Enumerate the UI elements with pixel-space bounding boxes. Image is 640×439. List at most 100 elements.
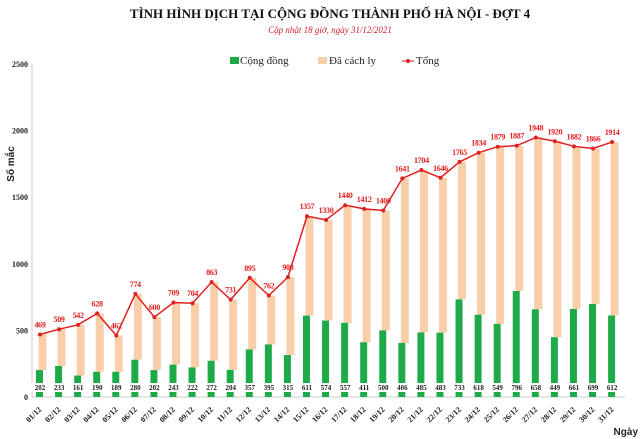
x-tick-label: 28/12 [539,405,558,424]
bar-da-cach-ly [210,282,219,361]
data-label-tong: 1948 [528,124,543,133]
marker-tong [400,176,405,181]
bar-da-cach-ly [572,146,581,309]
data-label-tong: 1704 [414,156,429,165]
data-label-tong: 1641 [395,164,410,173]
x-tick-label: 26/12 [501,405,520,424]
x-tick-label: 29/12 [558,405,577,424]
x-tick-label: 19/12 [367,405,386,424]
legend-swatch-da-cach-ly [318,57,327,64]
bar-cong-dong [207,360,215,397]
marker-tong [571,144,576,149]
bar-da-cach-ly [591,148,600,304]
bar-da-cach-ly [534,137,543,310]
bar-cong-dong [169,364,177,397]
data-label-bg [431,383,449,392]
x-tick-label: 16/12 [310,405,329,424]
bar-da-cach-ly [267,295,276,345]
bar-cong-dong [531,309,539,397]
marker-tong [438,175,443,180]
y-axis-label: Số mắc [4,146,17,182]
x-tick-label: 13/12 [253,405,272,424]
x-tick-label: 12/12 [234,405,253,424]
marker-tong [190,301,195,306]
marker-tong [476,150,481,155]
data-label-tong: 1330 [319,206,334,215]
marker-tong [152,315,157,320]
marker-tong [552,139,557,144]
y-tick-label: 2000 [12,127,28,136]
bar-da-cach-ly [114,335,123,372]
x-tick-label: 11/12 [215,405,234,424]
data-label-tong: 863 [206,268,217,277]
data-label-bg [297,383,315,392]
x-tick-label: 03/12 [62,405,81,424]
marker-tong [343,203,348,208]
data-label-cong-dong: 357 [245,384,256,392]
data-label-bg [183,383,201,392]
legend-label-da-cach-ly: Đã cách ly [329,55,377,67]
data-label-cong-dong: 204 [225,384,236,392]
marker-tong [304,214,309,219]
data-label-bg [336,383,354,392]
bar-cong-dong [512,290,520,397]
data-label-tong: 774 [130,280,141,289]
data-label-cong-dong: 449 [550,384,561,392]
data-label-cong-dong: 406 [397,384,408,392]
data-label-tong: 462 [111,321,122,330]
data-label-tong: 1882 [567,132,582,141]
data-label-cong-dong: 733 [454,384,465,392]
x-tick-label: 06/12 [120,405,139,424]
data-label-cong-dong: 612 [607,384,618,392]
data-label-tong: 542 [73,311,84,320]
data-label-cong-dong: 699 [588,384,599,392]
y-tick-label: 1500 [12,193,28,202]
data-label-cong-dong: 161 [73,384,84,392]
x-tick-label: 21/12 [406,405,425,424]
data-label-bg [488,383,506,392]
bar-da-cach-ly [152,317,161,371]
x-tick-label: 27/12 [520,405,539,424]
x-axis-label: Ngày [614,427,639,438]
marker-tong [209,280,214,285]
bar-cong-dong [550,337,558,397]
marker-tong [247,275,252,280]
data-label-cong-dong: 395 [264,384,275,392]
bar-cong-dong [283,355,291,397]
x-tick-label: 07/12 [139,405,158,424]
data-label-cong-dong: 280 [130,384,141,392]
x-tick-label: 30/12 [577,405,596,424]
marker-tong [114,333,119,338]
data-label-cong-dong: 243 [168,384,179,392]
data-label-tong: 1920 [547,127,562,136]
marker-tong [533,135,538,140]
legend-label-tong: Tổng [416,55,440,67]
bar-da-cach-ly [171,302,180,365]
legend-swatch-cong-dong [230,57,239,64]
x-tick-label: 22/12 [425,405,444,424]
data-label-tong: 600 [149,303,160,312]
bar-da-cach-ly [38,334,47,371]
bar-da-cach-ly [286,277,295,356]
data-label-tong: 628 [92,299,103,308]
bar-da-cach-ly [553,141,562,338]
data-label-tong: 895 [244,264,255,273]
bar-cong-dong [264,344,272,397]
data-label-cong-dong: 202 [35,384,46,392]
chart-subtitle: Cập nhật 18 giờ, ngày 31/12/2021 [268,25,392,35]
data-label-bg [469,383,487,392]
marker-tong [362,206,367,211]
marker-tong [419,168,424,173]
data-label-bg [259,383,277,392]
x-tick-label: 04/12 [81,405,100,424]
bar-cong-dong [341,322,349,397]
data-label-cong-dong: 190 [92,384,103,392]
data-label-cong-dong: 796 [512,384,523,392]
data-label-bg [603,383,621,392]
x-tick-label: 18/12 [348,405,367,424]
data-label-tong: 1765 [452,148,467,157]
marker-tong [95,311,100,316]
bar-cong-dong [245,349,253,397]
bar-da-cach-ly [515,145,524,291]
bar-da-cach-ly [362,208,371,343]
